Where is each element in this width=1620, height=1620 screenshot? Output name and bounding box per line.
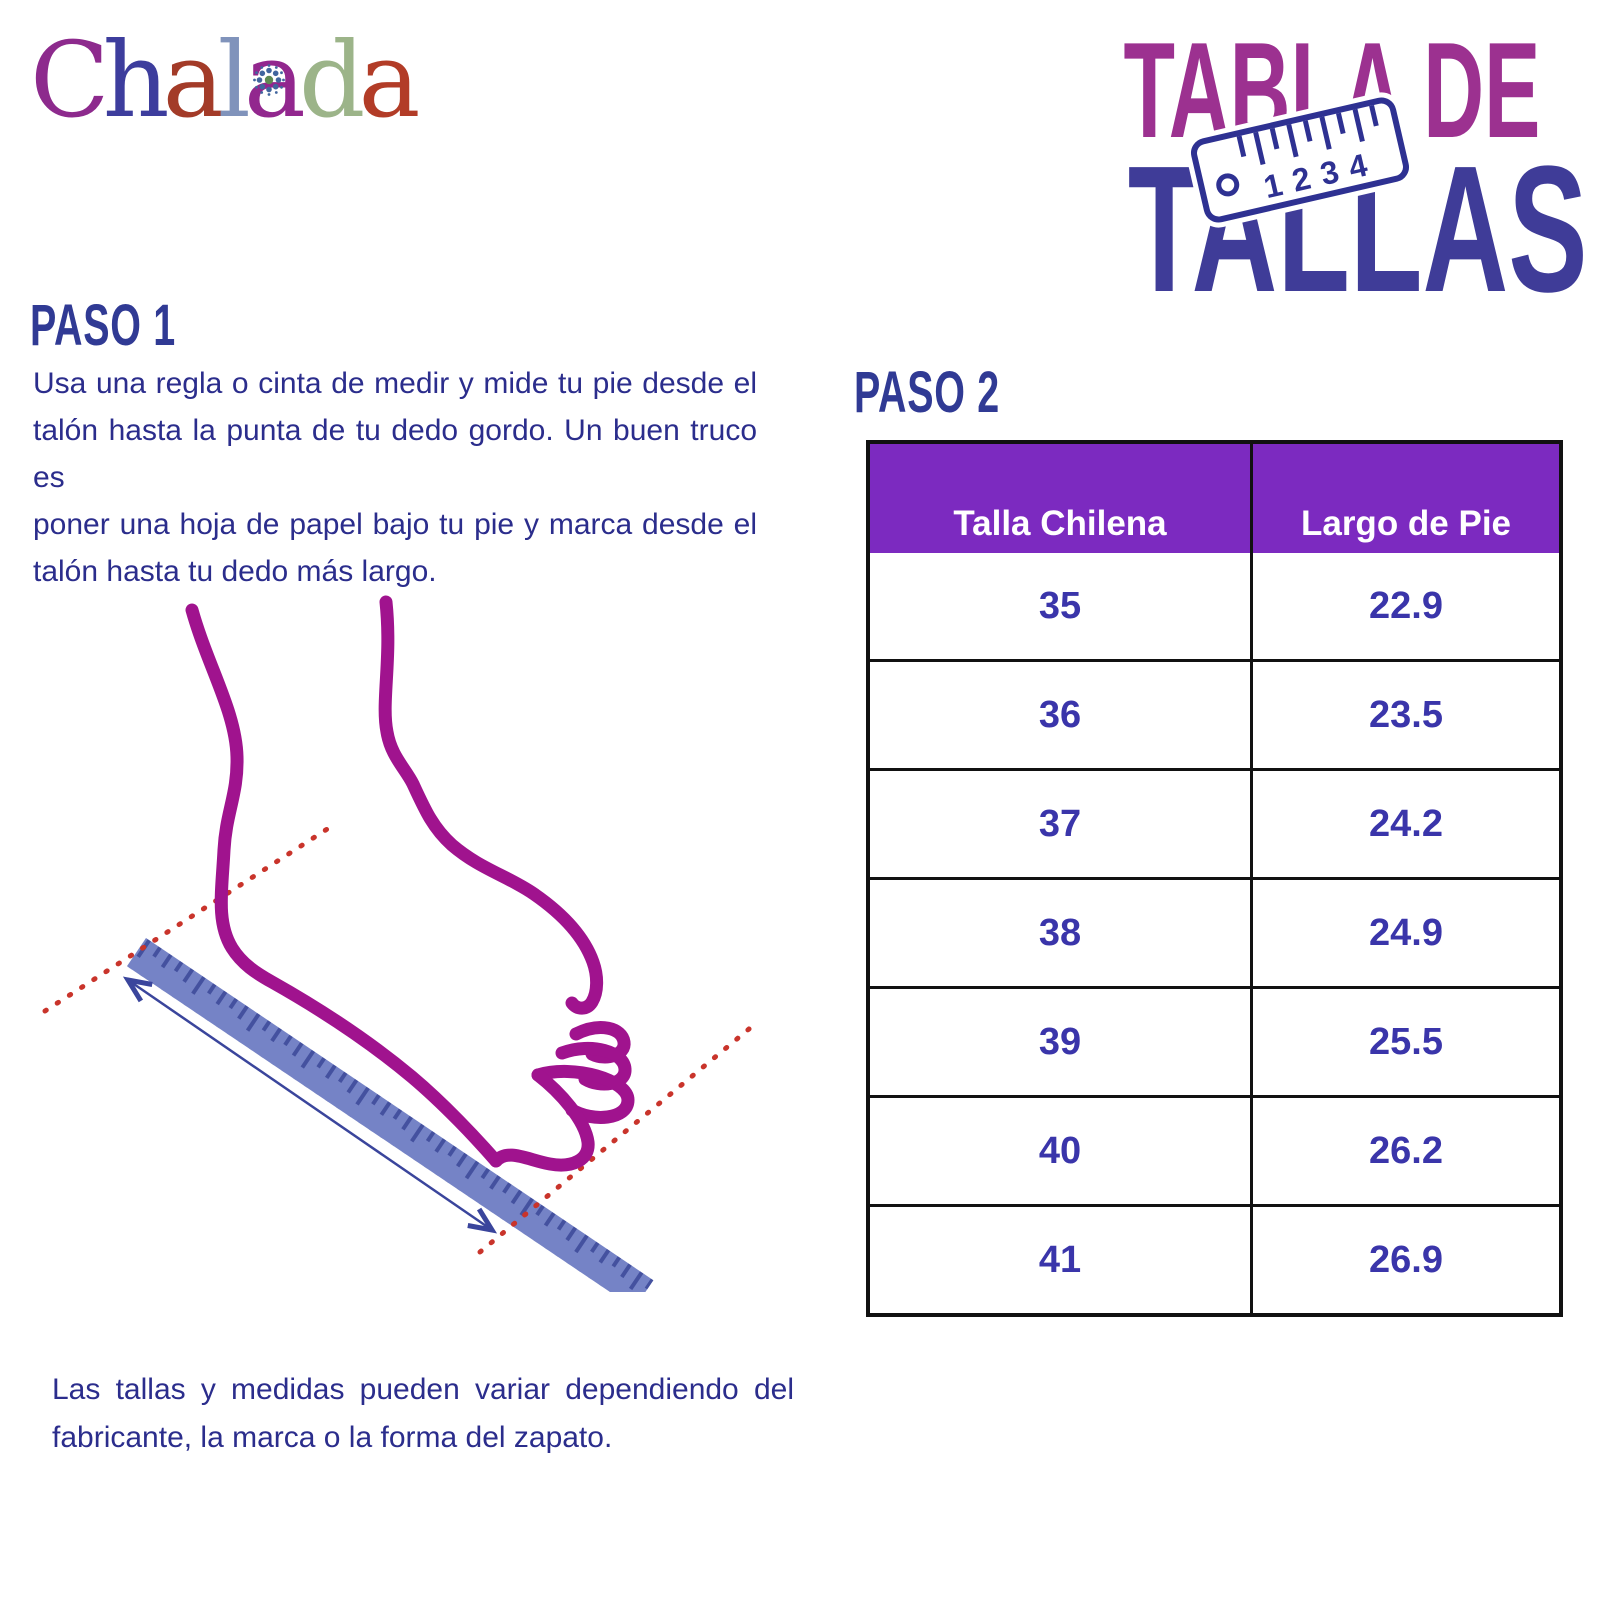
logo-letter: a (162, 19, 225, 141)
table-cell-largo: 23.5 (1253, 662, 1559, 768)
table-cell-talla: 39 (870, 989, 1250, 1095)
step1-line: talón hasta la punta de tu dedo gordo. U… (33, 414, 757, 494)
step1-heading: PASO 1 (30, 293, 176, 358)
disclaimer-line: fabricante, la marca o la forma del zapa… (52, 1421, 613, 1454)
table-cell-largo: 24.2 (1253, 771, 1559, 877)
foot-outline (185, 595, 635, 1172)
ruler-icon: 1 2 3 4 (1186, 92, 1414, 228)
table-cell-talla: 37 (870, 771, 1250, 877)
table-cell-largo: 26.2 (1253, 1098, 1559, 1204)
logo-letter: a (358, 19, 420, 141)
table-cell-talla: 40 (870, 1098, 1250, 1204)
step1-line: Usa una regla o cinta de medir y mide tu… (33, 367, 757, 400)
table-cell-largo: 22.9 (1253, 553, 1559, 659)
heel-guide-dotted-line (42, 821, 338, 1014)
measurement-arrow (122, 976, 498, 1234)
step2-heading: PASO 2 (854, 360, 1000, 425)
step1-line: poner una hoja de papel bajo tu pie y ma… (33, 508, 757, 541)
foot-measuring-illustration (42, 595, 758, 1292)
table-cell-largo: 25.5 (1253, 989, 1559, 1095)
logo-letter: d (298, 19, 366, 141)
table-cell-largo: 26.9 (1253, 1207, 1559, 1313)
logo-letter: C (30, 19, 110, 141)
logo-flower-icon (253, 64, 285, 96)
table-cell-talla: 36 (870, 662, 1250, 768)
logo-letter: h (102, 19, 170, 141)
disclaimer-line: Las tallas y medidas pueden variar depen… (52, 1373, 794, 1406)
step1-line: talón hasta tu dedo más largo. (33, 555, 437, 588)
table-cell-talla: 41 (870, 1207, 1250, 1313)
step1-instructions: Usa una regla o cinta de medir y mide tu… (33, 360, 757, 595)
brand-logo: Chalada (30, 19, 420, 141)
size-table: Talla Chilena Largo de Pie 35 22.9 36 23… (866, 440, 1563, 1317)
disclaimer-text: Las tallas y medidas pueden variar depen… (52, 1366, 794, 1462)
table-cell-talla: 35 (870, 553, 1250, 659)
table-cell-largo: 24.9 (1253, 880, 1559, 986)
table-cell-talla: 38 (870, 880, 1250, 986)
logo-letter: l (217, 19, 251, 141)
toe-guide-dotted-line (477, 1021, 758, 1255)
